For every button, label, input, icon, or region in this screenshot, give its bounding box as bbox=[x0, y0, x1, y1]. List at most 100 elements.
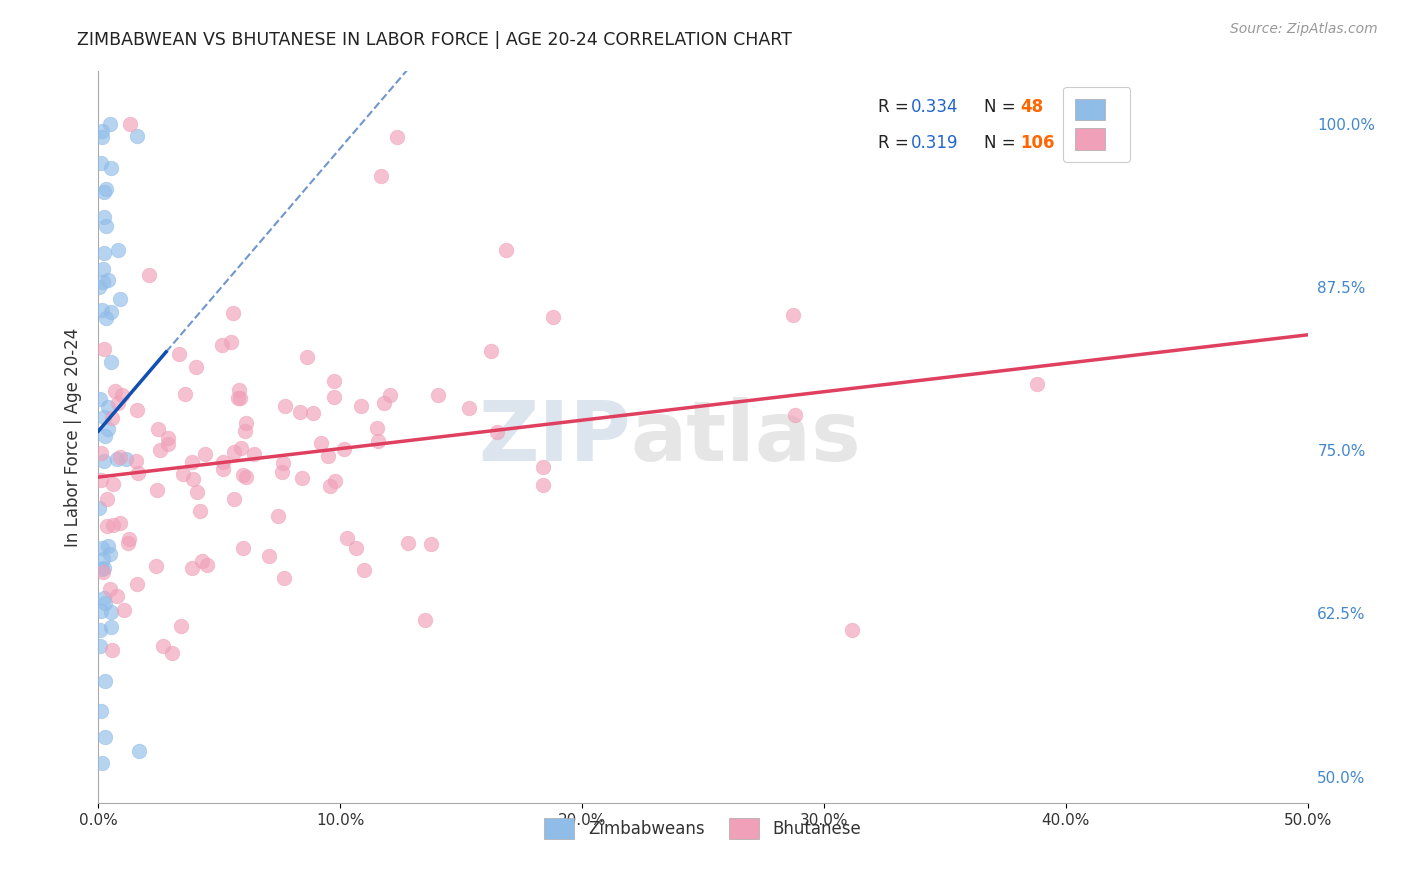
Point bbox=[93, 560, 115, 574]
Point bbox=[219, 335, 242, 350]
Text: ZIMBABWEAN VS BHUTANESE IN LABOR FORCE | AGE 20-24 CORRELATION CHART: ZIMBABWEAN VS BHUTANESE IN LABOR FORCE |… bbox=[77, 31, 792, 49]
Point bbox=[91, 541, 114, 555]
Point bbox=[259, 549, 281, 564]
Point bbox=[107, 395, 129, 409]
Point bbox=[100, 355, 122, 369]
Point bbox=[152, 639, 174, 653]
Point bbox=[98, 582, 121, 596]
Point bbox=[457, 401, 479, 415]
Point bbox=[841, 623, 863, 637]
Point bbox=[97, 539, 120, 553]
Point bbox=[97, 273, 120, 287]
Point bbox=[94, 219, 117, 234]
Point bbox=[180, 455, 202, 469]
Point bbox=[396, 536, 419, 550]
Point bbox=[224, 491, 246, 506]
Point bbox=[194, 447, 217, 461]
Point bbox=[173, 386, 195, 401]
Point bbox=[274, 399, 297, 413]
Point bbox=[149, 442, 172, 457]
Text: ZIP: ZIP bbox=[478, 397, 630, 477]
Point bbox=[91, 261, 114, 276]
Legend: Zimbabweans, Bhutanese: Zimbabweans, Bhutanese bbox=[538, 811, 868, 846]
Point bbox=[91, 551, 114, 566]
Point bbox=[104, 384, 127, 399]
Point bbox=[94, 310, 117, 325]
Point bbox=[94, 731, 117, 745]
Point bbox=[481, 343, 503, 358]
Point bbox=[309, 436, 332, 450]
Point bbox=[89, 501, 111, 516]
Point bbox=[270, 465, 292, 479]
Text: atlas: atlas bbox=[630, 397, 862, 477]
Point bbox=[108, 292, 131, 306]
Point bbox=[243, 447, 266, 461]
Point bbox=[101, 411, 124, 425]
Point bbox=[127, 402, 149, 417]
Point bbox=[495, 243, 517, 257]
Point bbox=[228, 383, 250, 397]
Point bbox=[90, 756, 112, 771]
Point bbox=[232, 541, 254, 556]
Point bbox=[93, 591, 115, 605]
Point bbox=[101, 643, 124, 657]
Point bbox=[100, 161, 122, 176]
Text: 106: 106 bbox=[1019, 134, 1054, 153]
Point bbox=[90, 445, 112, 459]
Text: 48: 48 bbox=[1019, 98, 1043, 116]
Point bbox=[323, 374, 346, 388]
Point bbox=[90, 705, 112, 719]
Point bbox=[146, 422, 169, 436]
Point bbox=[110, 450, 132, 464]
Point bbox=[184, 360, 207, 375]
Point bbox=[344, 541, 367, 555]
Text: N =: N = bbox=[984, 98, 1021, 116]
Point bbox=[273, 571, 295, 585]
Point bbox=[90, 129, 112, 144]
Point bbox=[100, 605, 122, 619]
Point bbox=[89, 623, 111, 637]
Y-axis label: In Labor Force | Age 20-24: In Labor Force | Age 20-24 bbox=[63, 327, 82, 547]
Point bbox=[211, 337, 233, 351]
Point bbox=[157, 437, 180, 451]
Point bbox=[181, 561, 204, 575]
Point bbox=[235, 470, 257, 484]
Point bbox=[125, 454, 148, 468]
Text: N =: N = bbox=[984, 134, 1021, 153]
Point bbox=[93, 246, 115, 260]
Point bbox=[322, 390, 344, 404]
Point bbox=[93, 186, 115, 200]
Point bbox=[112, 602, 135, 616]
Point bbox=[288, 405, 311, 419]
Point bbox=[169, 619, 191, 633]
Point bbox=[222, 305, 245, 319]
Point bbox=[94, 674, 117, 689]
Point bbox=[162, 646, 184, 660]
Point bbox=[98, 117, 121, 131]
Point bbox=[89, 280, 111, 294]
Point bbox=[96, 492, 118, 507]
Point bbox=[91, 562, 114, 576]
Point bbox=[115, 451, 138, 466]
Point bbox=[291, 471, 314, 485]
Point bbox=[273, 456, 295, 470]
Point bbox=[93, 453, 115, 467]
Point bbox=[233, 424, 256, 438]
Point bbox=[101, 518, 124, 533]
Point bbox=[100, 305, 122, 319]
Text: 0.334: 0.334 bbox=[911, 98, 959, 116]
Point bbox=[332, 442, 354, 457]
Point bbox=[373, 396, 395, 410]
Text: R =: R = bbox=[879, 98, 914, 116]
Point bbox=[783, 409, 806, 423]
Text: R =: R = bbox=[879, 134, 914, 153]
Point bbox=[172, 467, 194, 482]
Point bbox=[370, 169, 392, 183]
Point bbox=[93, 210, 115, 224]
Point bbox=[543, 310, 565, 324]
Point bbox=[367, 434, 389, 448]
Point bbox=[93, 343, 115, 357]
Point bbox=[98, 547, 121, 561]
Point bbox=[90, 156, 112, 170]
Point bbox=[427, 387, 450, 401]
